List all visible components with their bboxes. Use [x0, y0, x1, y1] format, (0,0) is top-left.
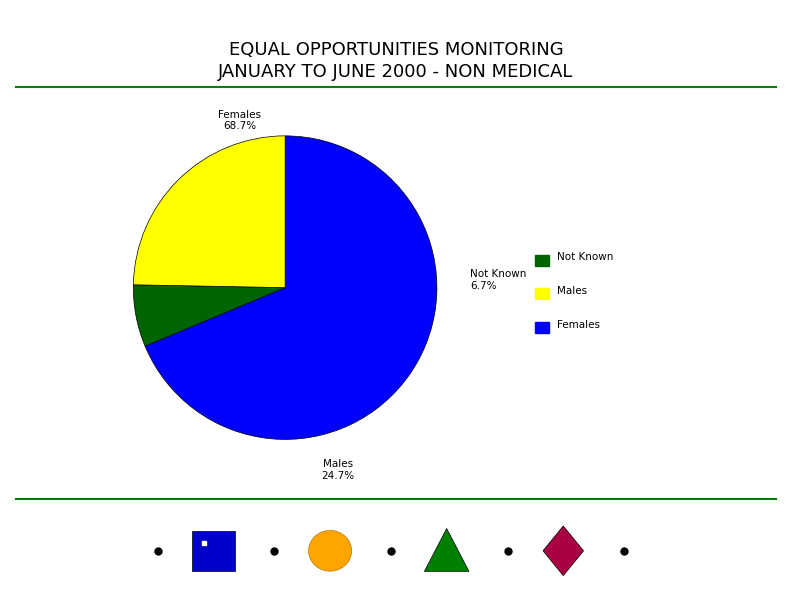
- Wedge shape: [133, 285, 285, 346]
- Text: Females: Females: [557, 319, 600, 330]
- Text: Females
68.7%: Females 68.7%: [218, 110, 261, 132]
- Polygon shape: [543, 526, 584, 576]
- Text: Not Known
6.7%: Not Known 6.7%: [470, 269, 527, 291]
- Polygon shape: [425, 529, 469, 572]
- Text: Not Known: Not Known: [557, 252, 613, 263]
- Text: Males
24.7%: Males 24.7%: [322, 459, 355, 480]
- Text: EQUAL OPPORTUNITIES MONITORING: EQUAL OPPORTUNITIES MONITORING: [229, 41, 563, 59]
- Text: Males: Males: [557, 286, 587, 296]
- Bar: [192, 531, 234, 572]
- Ellipse shape: [309, 531, 352, 571]
- Text: JANUARY TO JUNE 2000 - NON MEDICAL: JANUARY TO JUNE 2000 - NON MEDICAL: [219, 63, 573, 81]
- Wedge shape: [133, 136, 285, 288]
- Wedge shape: [145, 136, 437, 439]
